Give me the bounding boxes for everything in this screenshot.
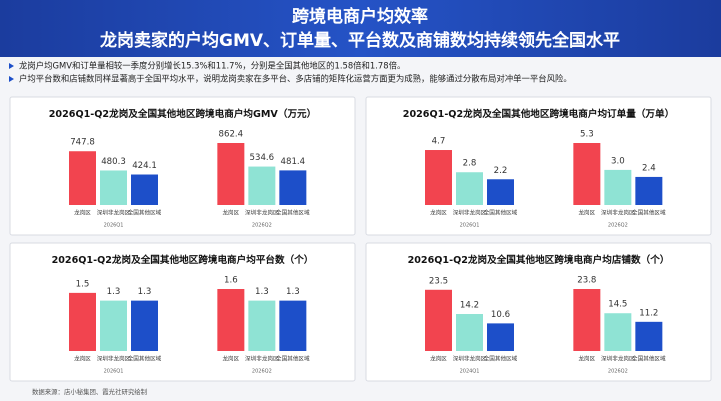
- header-band: [0, 0, 721, 57]
- value-label: 4.7: [432, 137, 446, 147]
- bar: [635, 321, 663, 351]
- bar: [456, 172, 483, 205]
- bar-label: 全国其他区域: [632, 209, 666, 217]
- group-label: 2026Q2: [608, 223, 628, 229]
- bar-label: 深圳非龙岗区: [245, 209, 279, 217]
- value-label: 424.1: [132, 161, 157, 171]
- bar-label: 龙岗区: [222, 355, 239, 363]
- source-note: 数据来源：店小秘集团、霞光社研究绘制: [32, 387, 147, 396]
- group-label: 2026Q2: [252, 369, 272, 375]
- bar-label: 龙岗区: [74, 209, 91, 217]
- value-label: 23.8: [577, 276, 596, 286]
- group-label: 2026Q1: [104, 223, 124, 229]
- bar: [69, 151, 96, 205]
- chart-title: 2026Q1-Q2龙岗及全国其他地区跨境电商户均店铺数（个）: [408, 254, 670, 266]
- bar-label: 全国其他区域: [484, 355, 518, 363]
- group-label: 2026Q2: [608, 369, 628, 375]
- header-title: 跨境电商户均效率: [292, 6, 428, 27]
- value-label: 1.5: [76, 279, 90, 289]
- bar-label: 全国其他区域: [276, 209, 310, 217]
- bar-label: 全国其他区域: [128, 355, 162, 363]
- bar-label: 深圳非龙岗区: [601, 355, 635, 363]
- value-label: 747.8: [70, 138, 95, 148]
- bar: [100, 170, 127, 205]
- bar: [217, 143, 245, 205]
- value-label: 480.3: [101, 157, 126, 167]
- value-label: 2.4: [642, 163, 656, 173]
- bar-label: 龙岗区: [430, 209, 447, 217]
- bar: [573, 143, 601, 205]
- bar-label: 深圳非龙岗区: [97, 209, 131, 217]
- bar-label: 深圳非龙岗区: [245, 355, 279, 363]
- bar-label: 龙岗区: [578, 209, 595, 217]
- bar: [425, 289, 452, 351]
- bar-label: 深圳非龙岗区: [601, 209, 635, 217]
- value-label: 23.5: [429, 276, 448, 286]
- bar: [69, 292, 96, 351]
- bar-label: 全国其他区域: [484, 209, 518, 217]
- value-label: 11.2: [639, 308, 658, 318]
- value-label: 5.3: [580, 130, 594, 140]
- bar-label: 龙岗区: [430, 355, 447, 363]
- bar: [487, 179, 514, 205]
- bar: [425, 150, 452, 205]
- bar-label: 全国其他区域: [128, 209, 162, 217]
- value-label: 2.2: [494, 166, 508, 176]
- bar: [248, 300, 276, 351]
- header-subtitle: 龙岗卖家的户均GMV、订单量、平台数及商铺数均持续领先全国水平: [99, 30, 620, 51]
- bar: [217, 289, 245, 351]
- value-label: 862.4: [219, 130, 244, 140]
- group-label: 2026Q1: [104, 369, 124, 375]
- value-label: 10.6: [491, 310, 510, 320]
- value-label: 1.6: [224, 276, 238, 286]
- bar: [279, 300, 307, 351]
- chart-title: 2026Q1-Q2龙岗及全国其他地区跨境电商户均GMV（万元）: [49, 108, 316, 120]
- bar: [487, 323, 514, 351]
- bar-label: 深圳非龙岗区: [453, 209, 487, 217]
- value-label: 1.3: [107, 287, 121, 297]
- bar-label: 龙岗区: [74, 355, 91, 363]
- value-label: 14.5: [608, 300, 627, 310]
- chart-title: 2026Q1-Q2龙岗及全国其他地区跨境电商户均平台数（个）: [52, 254, 314, 266]
- bullet-text: 龙岗户均GMV和订单量相较一季度分别增长15.3%和11.7%，分别是全国其他地…: [19, 61, 405, 71]
- bar-label: 龙岗区: [222, 209, 239, 217]
- value-label: 1.3: [138, 287, 152, 297]
- bullet-text: 户均平台数和店铺数同样显著高于全国平均水平，说明龙岗卖家在多平台、多店铺的矩阵化…: [19, 74, 572, 84]
- bar: [279, 170, 307, 205]
- value-label: 2.8: [463, 159, 477, 169]
- group-label: 2026Q2: [252, 223, 272, 229]
- value-label: 1.3: [255, 287, 269, 297]
- group-label: 2024Q1: [460, 369, 480, 375]
- bar-label: 深圳非龙岗区: [453, 355, 487, 363]
- bar: [635, 176, 663, 205]
- bar: [604, 313, 632, 351]
- value-label: 1.3: [286, 287, 300, 297]
- bar: [604, 169, 632, 205]
- bar-label: 深圳非龙岗区: [97, 355, 131, 363]
- value-label: 3.0: [611, 156, 625, 166]
- group-label: 2026Q1: [460, 223, 480, 229]
- value-label: 14.2: [460, 301, 479, 311]
- bar-label: 龙岗区: [578, 355, 595, 363]
- bar: [100, 300, 127, 351]
- bar: [131, 174, 158, 205]
- value-label: 481.4: [281, 157, 306, 167]
- value-label: 534.6: [250, 153, 275, 163]
- bullet-marker: [9, 63, 14, 69]
- bar: [573, 289, 601, 351]
- bar: [131, 300, 158, 351]
- bar: [248, 166, 276, 205]
- bar-label: 全国其他区域: [632, 355, 666, 363]
- chart-title: 2026Q1-Q2龙岗及全国其他地区跨境电商户均订单量（万单）: [403, 108, 674, 120]
- bar: [456, 314, 483, 351]
- bullet-marker: [9, 76, 14, 82]
- bar-label: 全国其他区域: [276, 355, 310, 363]
